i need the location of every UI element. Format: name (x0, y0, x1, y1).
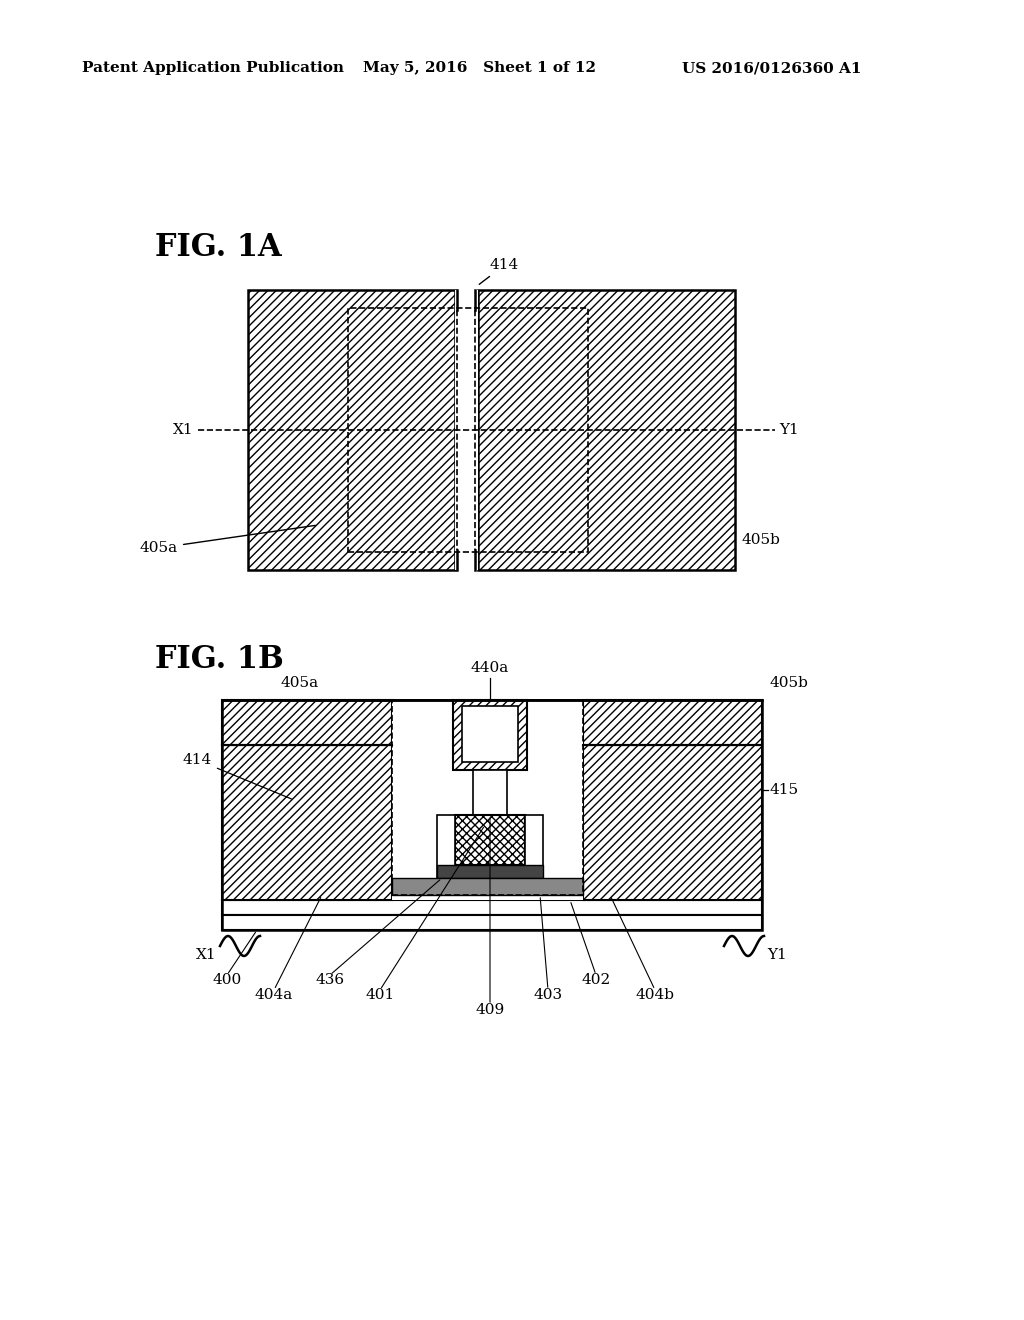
Text: 405b: 405b (770, 676, 809, 690)
Text: 405a: 405a (140, 525, 315, 554)
Bar (478, 290, 735, 570)
Bar (248, 290, 455, 570)
Text: 405a: 405a (281, 676, 319, 690)
Bar (583, 700, 762, 744)
Bar (525, 814, 543, 895)
Bar (392, 700, 583, 744)
Text: Y1: Y1 (767, 948, 786, 962)
Text: May 5, 2016   Sheet 1 of 12: May 5, 2016 Sheet 1 of 12 (362, 61, 596, 75)
Text: 415: 415 (770, 783, 799, 797)
Bar (222, 700, 762, 931)
Bar (348, 308, 588, 552)
Text: 401: 401 (366, 987, 394, 1002)
Text: 402: 402 (582, 973, 610, 987)
Bar (437, 814, 455, 895)
Text: 414: 414 (479, 257, 519, 284)
Bar (392, 700, 583, 895)
Text: Patent Application Publication: Patent Application Publication (82, 61, 344, 75)
Text: FIG. 1A: FIG. 1A (155, 232, 282, 264)
Bar (455, 290, 478, 570)
Text: X1: X1 (197, 948, 217, 962)
Bar (453, 700, 527, 770)
Text: 400: 400 (212, 973, 242, 987)
Bar (222, 915, 762, 931)
Text: FIG. 1B: FIG. 1B (155, 644, 284, 676)
Bar (583, 744, 762, 900)
Bar (222, 900, 762, 915)
Text: 404a: 404a (255, 987, 293, 1002)
Bar (437, 865, 543, 878)
Bar (455, 814, 525, 865)
Text: Y1: Y1 (779, 422, 799, 437)
Bar (462, 706, 518, 762)
Bar (222, 700, 392, 744)
Bar (473, 770, 507, 814)
Text: 409: 409 (475, 1003, 505, 1016)
Text: 403: 403 (534, 987, 562, 1002)
Text: 440a: 440a (471, 661, 509, 675)
Bar (392, 878, 583, 895)
Text: 436: 436 (315, 973, 344, 987)
Text: 414: 414 (182, 752, 292, 799)
Bar (392, 744, 583, 900)
Bar (222, 744, 392, 900)
Text: US 2016/0126360 A1: US 2016/0126360 A1 (682, 61, 861, 75)
Text: 405b: 405b (742, 533, 781, 546)
Text: X1: X1 (173, 422, 194, 437)
Text: 404b: 404b (636, 987, 675, 1002)
